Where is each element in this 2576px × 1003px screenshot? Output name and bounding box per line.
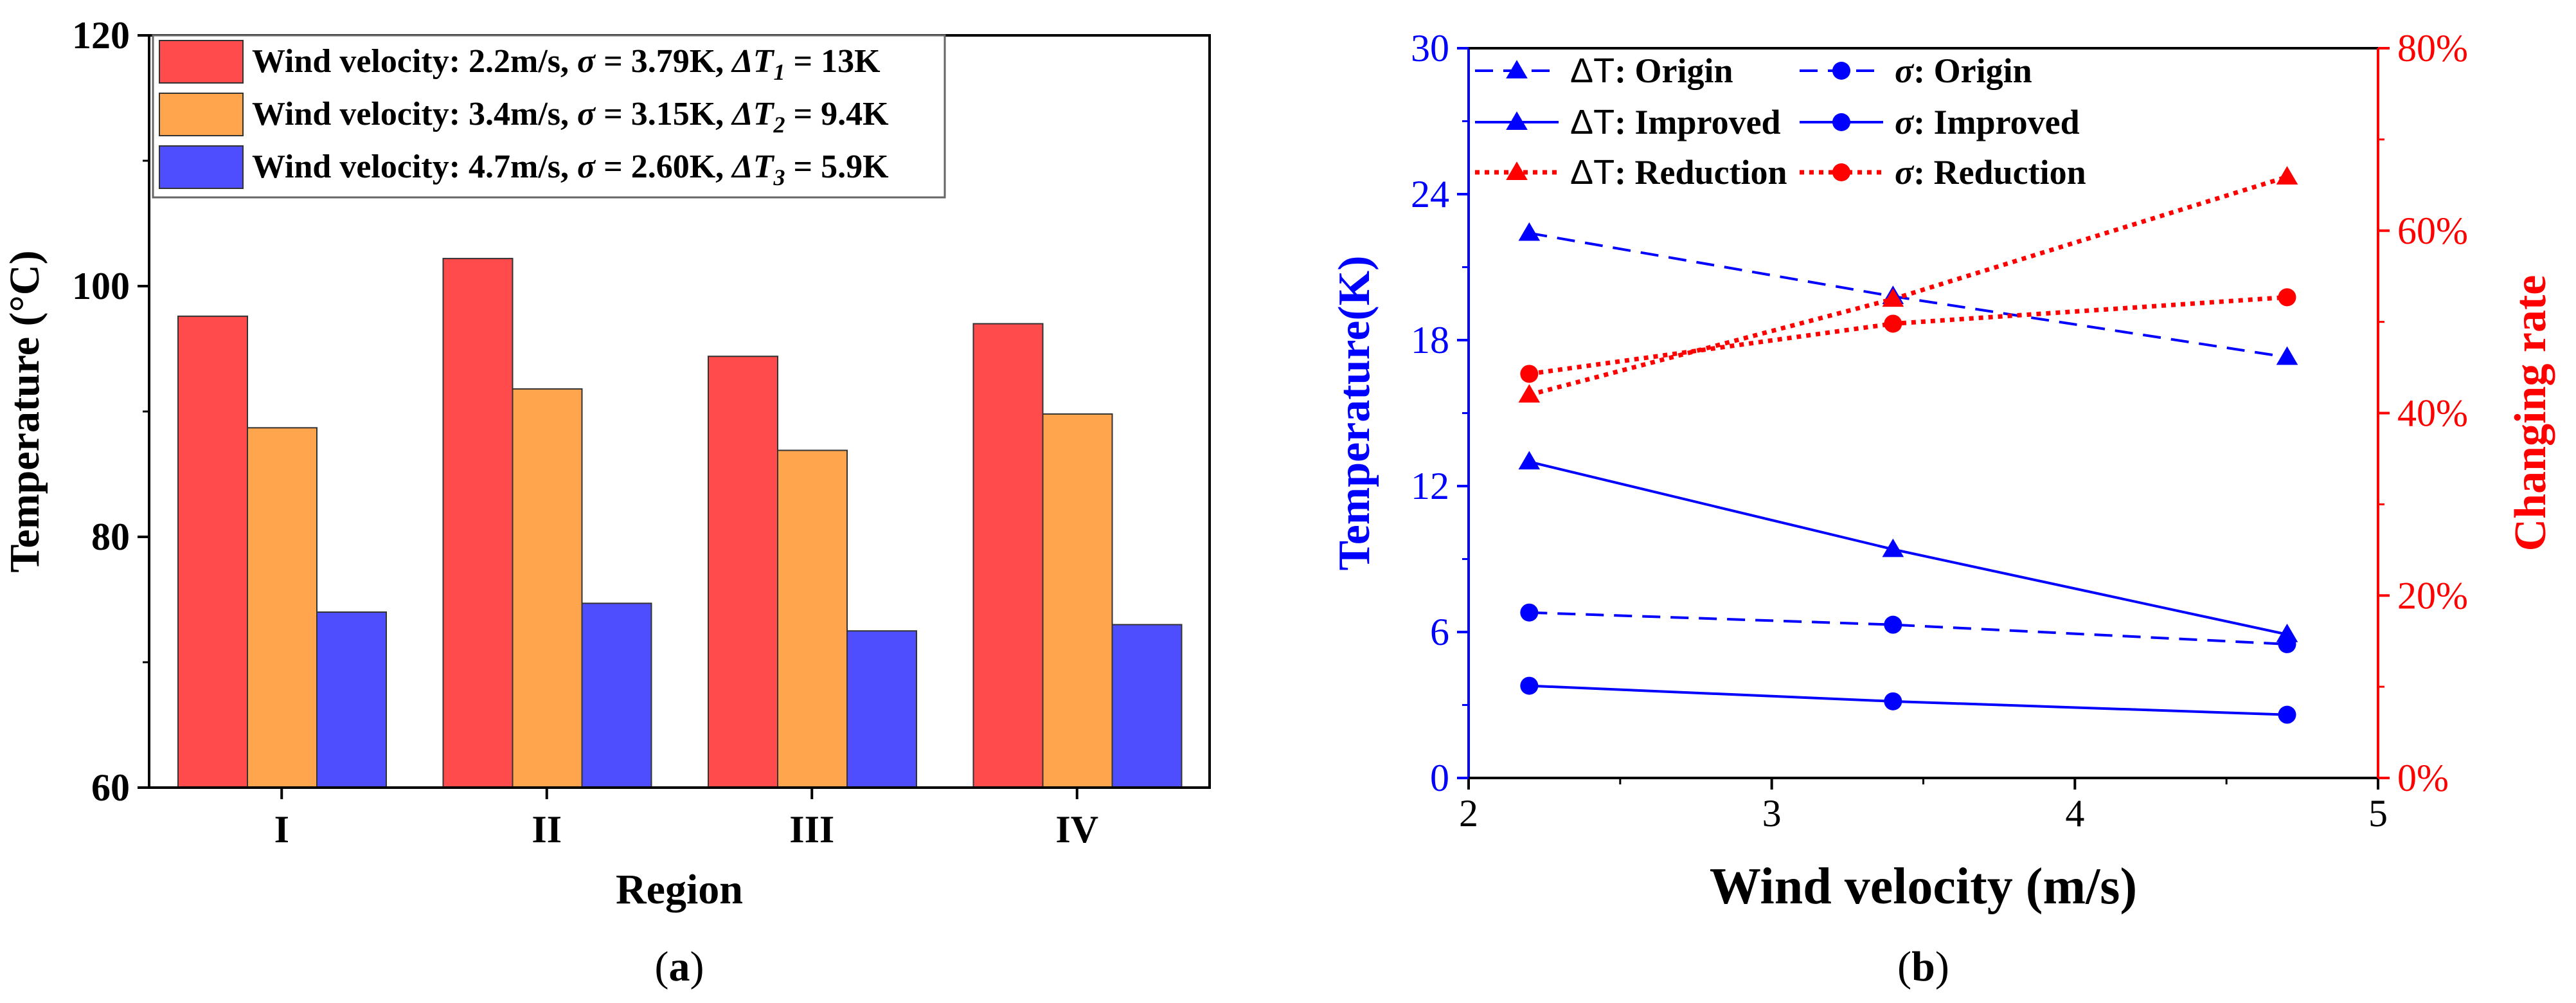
series--improved [1520,676,2296,724]
data-point [1882,538,1904,557]
x-tick-label: 5 [2368,792,2388,835]
y-right-axis-label: Changing rate [2506,275,2555,552]
data-point [1518,384,1541,403]
data-point [1518,222,1541,241]
legend-swatch-3 [159,145,244,189]
legend: Wind velocity: 2.2m/s, σ = 3.79K, ΔT1 = … [152,34,946,199]
x-tick-label-III: III [789,808,834,851]
data-point [2276,166,2298,185]
legend-marker [1506,161,1528,180]
legend-entry: ΔT: Reduction [1570,153,1787,192]
series--reduction [1520,288,2296,383]
legend-entry: σ: Reduction [1895,153,2086,192]
data-point [1884,314,1902,333]
panel-b-line-chart: 2 3 4 5 0 6 12 18 24 30 0% 20% 40% 60% 80% Temperature(… [1330,27,2555,990]
y-right-tick-label: 40% [2397,392,2468,435]
legend-marker [1832,113,1850,131]
y-right-tick-label: 0% [2397,757,2449,799]
y-tick-label: 80 [91,516,130,558]
legend-swatch-1 [159,40,244,84]
series--t-improved [1518,451,2298,642]
series-line [1528,231,2287,359]
x-tick-label: 4 [2065,792,2084,835]
legend-box [152,34,946,199]
legend-marker [1506,60,1528,78]
bar-I-series-1 [177,315,248,788]
data-point [1518,451,1541,470]
legend-marker [1832,163,1850,181]
x-tick-label-II: II [532,808,562,851]
legend-entry: σ: Improved [1895,103,2080,141]
y-right-tick-label: 80% [2397,27,2468,69]
x-axis-label: Region [616,866,743,913]
y-left-tick-label: 6 [1430,611,1449,653]
panel-label-b: (b) [1897,943,1949,990]
data-point [1520,603,1539,622]
series-line [1528,460,2287,636]
legend-entry-2: Wind velocity: 3.4m/s, σ = 3.15K, ΔT2 = … [252,96,889,138]
x-tick-label: 3 [1762,792,1782,835]
bar-III-series-1 [708,356,778,788]
y-tick-label: 120 [72,14,130,57]
x-tick-label-I: I [274,808,289,851]
legend-swatch-2 [159,93,244,136]
data-point [2276,623,2298,642]
x-tick-label-IV: IV [1055,808,1098,851]
bar-II-series-1 [442,258,514,789]
legend-entry-3: Wind velocity: 4.7m/s, σ = 2.60K, ΔT3 = … [252,149,889,190]
y-tick-label: 60 [91,766,130,809]
bar-I-series-2 [247,427,318,788]
series-line [1528,294,2287,376]
legend-entry-1: Wind velocity: 2.2m/s, σ = 3.79K, ΔT1 = … [252,43,881,85]
data-point [2278,288,2296,307]
bar-II-series-2 [512,388,583,788]
y-left-tick-label: 24 [1411,173,1449,215]
series-line [1529,684,2287,716]
bar-II-series-3 [581,602,652,788]
legend-entry: ΔT: Improved [1570,103,1781,141]
data-point [1520,676,1539,695]
bar-IV-series-1 [972,323,1044,788]
series-line [1528,174,2288,397]
data-point [2278,705,2296,724]
y-left-tick-label: 30 [1411,27,1449,69]
data-point [1520,365,1539,383]
legend-marker [1506,111,1528,130]
legend-entry: ΔT: Origin [1570,51,1733,90]
legend-entry: σ: Origin [1895,51,2032,90]
y-left-tick-label: 12 [1411,465,1449,507]
legend: ΔT: Origin σ: Origin ΔT: Improved σ: Improv… [1475,51,2086,192]
y-axis-label: Temperature (°C) [1,250,48,572]
series-line [1529,611,2287,646]
data-point [2276,346,2298,365]
y-tick-label: 100 [72,265,130,307]
y-left-tick-label: 0 [1430,757,1449,799]
y-left-tick-label: 18 [1411,319,1449,361]
x-axis-label: Wind velocity (m/s) [1710,858,2137,915]
data-point [1884,692,1902,710]
data-point [1882,288,1904,307]
y-right-tick-label: 60% [2397,210,2468,252]
y-right-tick-label: 20% [2397,574,2468,617]
series--t-reduction [1518,166,2298,403]
bar-III-series-3 [846,630,917,788]
bar-I-series-3 [316,611,387,788]
x-tick-label: 2 [1459,792,1478,835]
series--t-origin [1518,222,2298,365]
bar-IV-series-3 [1111,624,1183,788]
legend-marker [1832,62,1850,80]
panel-label-a: (a) [655,943,704,990]
bar-IV-series-2 [1042,413,1113,788]
data-point [1884,615,1902,634]
bar-III-series-2 [777,449,848,788]
y-left-axis-label: Temperature(K) [1330,256,1379,571]
